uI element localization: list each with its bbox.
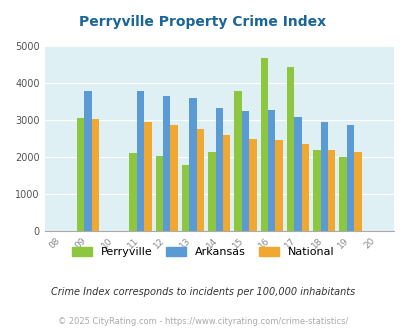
Bar: [320, 122, 327, 231]
Bar: [241, 111, 249, 231]
Bar: [208, 151, 215, 231]
Text: © 2025 CityRating.com - https://www.cityrating.com/crime-statistics/: © 2025 CityRating.com - https://www.city…: [58, 317, 347, 326]
Bar: [234, 91, 241, 231]
Bar: [77, 118, 84, 231]
Bar: [312, 150, 320, 231]
Bar: [189, 98, 196, 231]
Bar: [267, 110, 275, 231]
Bar: [144, 122, 151, 231]
Bar: [260, 58, 267, 231]
Bar: [170, 124, 177, 231]
Bar: [181, 165, 189, 231]
Bar: [215, 108, 222, 231]
Bar: [136, 91, 144, 231]
Text: Crime Index corresponds to incidents per 100,000 inhabitants: Crime Index corresponds to incidents per…: [51, 287, 354, 297]
Legend: Perryville, Arkansas, National: Perryville, Arkansas, National: [67, 242, 338, 262]
Text: Perryville Property Crime Index: Perryville Property Crime Index: [79, 15, 326, 29]
Bar: [327, 150, 335, 231]
Bar: [129, 153, 136, 231]
Bar: [84, 91, 92, 231]
Bar: [301, 144, 308, 231]
Bar: [92, 119, 99, 231]
Bar: [156, 156, 163, 231]
Bar: [222, 135, 230, 231]
Bar: [163, 96, 170, 231]
Bar: [339, 157, 346, 231]
Bar: [286, 67, 294, 231]
Bar: [346, 124, 353, 231]
Bar: [294, 117, 301, 231]
Bar: [249, 139, 256, 231]
Bar: [196, 129, 203, 231]
Bar: [275, 140, 282, 231]
Bar: [353, 152, 360, 231]
